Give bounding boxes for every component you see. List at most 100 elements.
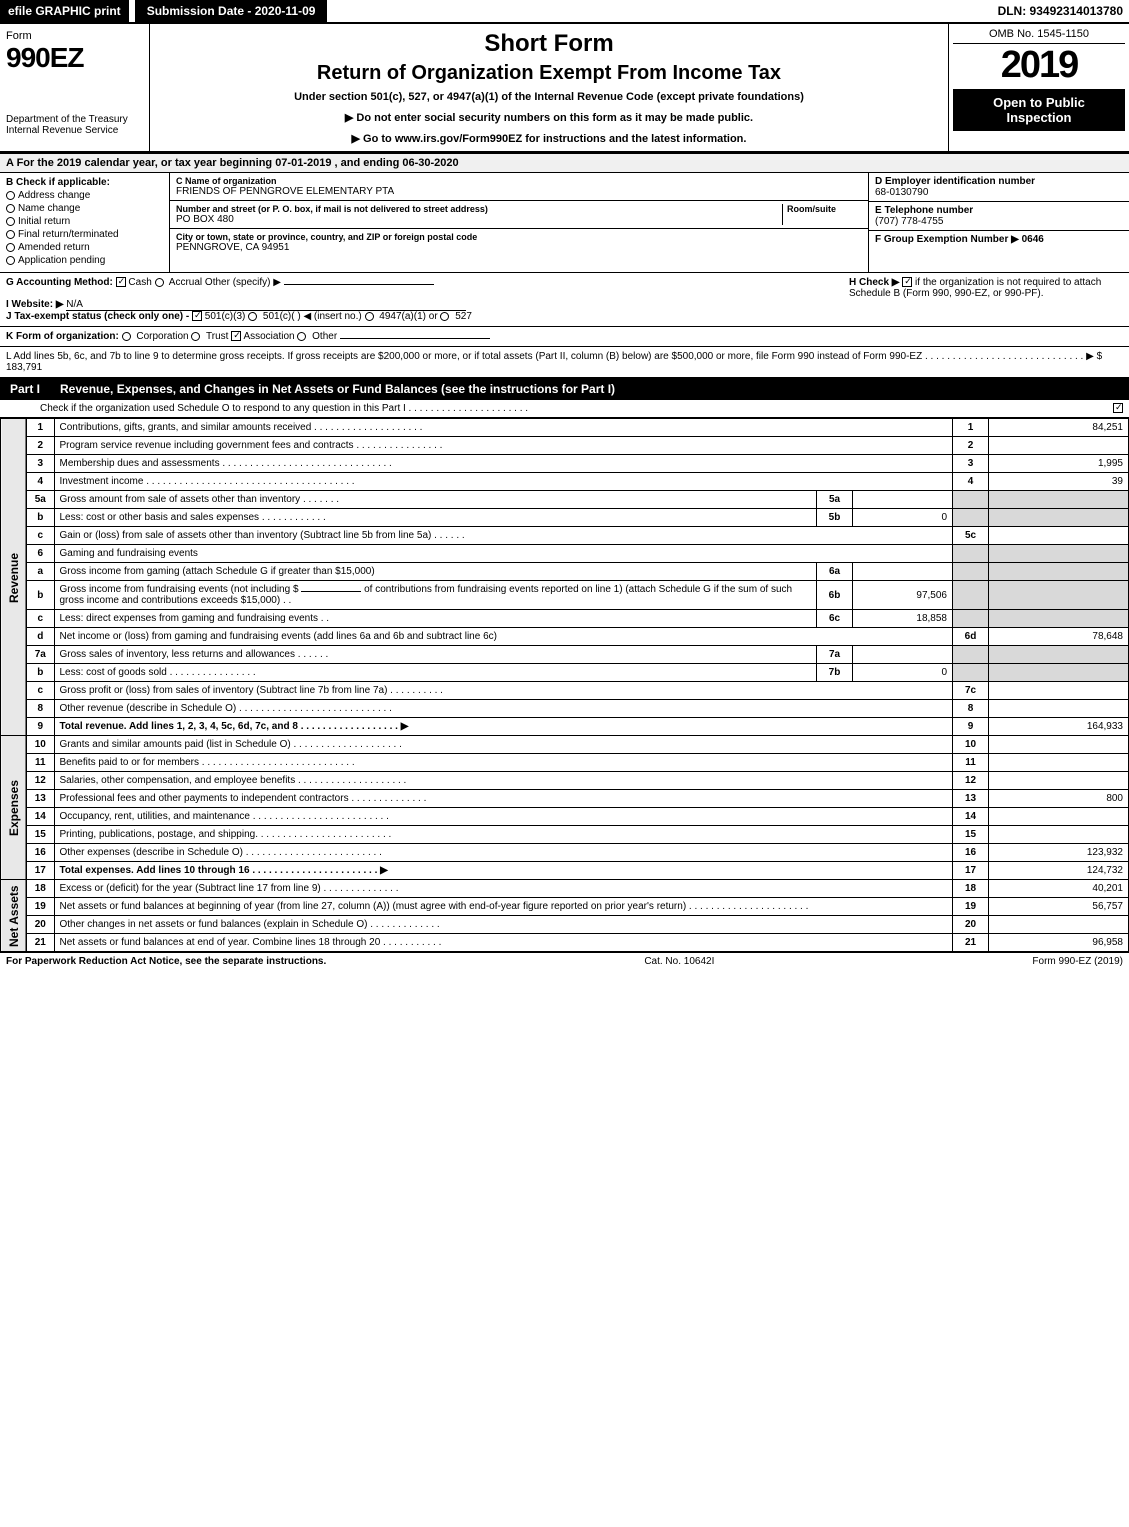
phone-label: E Telephone number <box>875 205 1123 216</box>
address-change-checkbox[interactable] <box>6 191 15 200</box>
line-5a-desc: Gross amount from sale of assets other t… <box>54 491 817 509</box>
accrual-label: Accrual <box>169 277 202 288</box>
part-1-subtitle: Check if the organization used Schedule … <box>0 400 1129 418</box>
open-public-badge: Open to Public Inspection <box>953 89 1125 131</box>
identification-col: D Employer identification number 68-0130… <box>869 173 1129 272</box>
paperwork-notice: For Paperwork Reduction Act Notice, see … <box>6 956 326 967</box>
trust-checkbox[interactable] <box>191 332 200 341</box>
line-15-desc: Printing, publications, postage, and shi… <box>54 826 953 844</box>
4947-label: 4947(a)(1) or <box>379 311 437 322</box>
net-assets-section-label: Net Assets <box>1 880 27 952</box>
line-1-col: 1 <box>953 419 989 437</box>
other-org-checkbox[interactable] <box>297 332 306 341</box>
form-number: 990EZ <box>6 42 143 74</box>
schedule-b-checkbox[interactable] <box>902 277 912 287</box>
line-6b-desc: Gross income from fundraising events (no… <box>54 581 817 610</box>
part-1-title: Revenue, Expenses, and Changes in Net As… <box>50 378 1129 400</box>
goto-link[interactable]: ▶ Go to www.irs.gov/Form990EZ for instru… <box>160 132 938 145</box>
check-if-applicable-col: B Check if applicable: Address change Na… <box>0 173 170 272</box>
initial-return-label: Initial return <box>18 216 70 227</box>
tax-year: 2019 <box>953 44 1125 87</box>
line-17-amount: 124,732 <box>989 862 1129 880</box>
top-bar: efile GRAPHIC print Submission Date - 20… <box>0 0 1129 24</box>
line-5a-val <box>853 491 953 509</box>
part-1-table: Revenue 1 Contributions, gifts, grants, … <box>0 418 1129 952</box>
line-6c-desc: Less: direct expenses from gaming and fu… <box>54 610 817 628</box>
association-checkbox[interactable] <box>231 331 241 341</box>
accounting-method-row: G Accounting Method: Cash Accrual Other … <box>0 273 1129 327</box>
i-label: I Website: ▶ <box>6 299 64 310</box>
line-16-amount: 123,932 <box>989 844 1129 862</box>
line-20-desc: Other changes in net assets or fund bala… <box>54 916 953 934</box>
page-footer: For Paperwork Reduction Act Notice, see … <box>0 952 1129 970</box>
j-label: J Tax-exempt status (check only one) - <box>6 311 189 322</box>
line-16-desc: Other expenses (describe in Schedule O) … <box>54 844 953 862</box>
application-pending-label: Application pending <box>18 255 105 266</box>
schedule-o-check-text: Check if the organization used Schedule … <box>40 403 528 414</box>
cash-label: Cash <box>128 277 151 288</box>
application-pending-checkbox[interactable] <box>6 256 15 265</box>
omb-number: OMB No. 1545-1150 <box>953 28 1125 44</box>
part-1-header: Part I Revenue, Expenses, and Changes in… <box>0 378 1129 400</box>
line-1-no: 1 <box>26 419 54 437</box>
line-2-amount <box>989 437 1129 455</box>
gross-receipts-row: L Add lines 5b, 6c, and 7b to line 9 to … <box>0 347 1129 378</box>
line-7a-val <box>853 646 953 664</box>
501c-label: 501(c)( ) ◀ (insert no.) <box>263 311 362 322</box>
line-21-amount: 96,958 <box>989 934 1129 952</box>
corporation-checkbox[interactable] <box>122 332 131 341</box>
amended-return-checkbox[interactable] <box>6 243 15 252</box>
initial-return-checkbox[interactable] <box>6 217 15 226</box>
line-7a-desc: Gross sales of inventory, less returns a… <box>54 646 817 664</box>
line-4-amount: 39 <box>989 473 1129 491</box>
final-return-label: Final return/terminated <box>18 229 119 240</box>
form-revision: Form 990-EZ (2019) <box>1032 956 1123 967</box>
line-6d-desc: Net income or (loss) from gaming and fun… <box>54 628 953 646</box>
corporation-label: Corporation <box>136 331 188 342</box>
other-method-input[interactable] <box>284 284 434 285</box>
org-name-label: C Name of organization <box>176 176 862 186</box>
other-org-label: Other <box>312 331 337 342</box>
amended-return-label: Amended return <box>18 242 90 253</box>
line-18-amount: 40,201 <box>989 880 1129 898</box>
line-3-desc: Membership dues and assessments . . . . … <box>54 455 953 473</box>
name-change-checkbox[interactable] <box>6 204 15 213</box>
l-text: L Add lines 5b, 6c, and 7b to line 9 to … <box>6 351 1102 373</box>
short-form-title: Short Form <box>160 30 938 58</box>
trust-label: Trust <box>206 331 228 342</box>
line-10-desc: Grants and similar amounts paid (list in… <box>54 736 953 754</box>
room-suite-label: Room/suite <box>787 204 862 214</box>
street-label: Number and street (or P. O. box, if mail… <box>176 204 782 214</box>
4947-checkbox[interactable] <box>365 312 374 321</box>
accrual-checkbox[interactable] <box>155 278 164 287</box>
line-9-amount: 164,933 <box>989 718 1129 736</box>
return-title: Return of Organization Exempt From Incom… <box>160 62 938 85</box>
group-exemption-label: F Group Exemption Number ▶ 0646 <box>875 234 1123 245</box>
other-org-input[interactable] <box>340 338 490 339</box>
line-13-desc: Professional fees and other payments to … <box>54 790 953 808</box>
entity-block: B Check if applicable: Address change Na… <box>0 173 1129 273</box>
501c-checkbox[interactable] <box>248 312 257 321</box>
line-6c-val: 18,858 <box>853 610 953 628</box>
line-1-amount: 84,251 <box>989 419 1129 437</box>
line-12-desc: Salaries, other compensation, and employ… <box>54 772 953 790</box>
final-return-checkbox[interactable] <box>6 230 15 239</box>
cash-checkbox[interactable] <box>116 277 126 287</box>
association-label: Association <box>243 331 294 342</box>
city-value: PENNGROVE, CA 94951 <box>176 242 862 253</box>
under-section-text: Under section 501(c), 527, or 4947(a)(1)… <box>160 91 938 103</box>
phone-value: (707) 778-4755 <box>875 216 1123 227</box>
501c3-checkbox[interactable] <box>192 311 202 321</box>
website-value: N/A <box>66 299 466 311</box>
part-1-number: Part I <box>0 378 50 400</box>
ein-label: D Employer identification number <box>875 176 1123 187</box>
efile-print-label[interactable]: efile GRAPHIC print <box>0 0 129 22</box>
catalog-number: Cat. No. 10642I <box>326 956 1032 967</box>
line-19-desc: Net assets or fund balances at beginning… <box>54 898 953 916</box>
schedule-o-checkbox[interactable] <box>1113 403 1123 413</box>
year-box: OMB No. 1545-1150 2019 Open to Public In… <box>949 24 1129 151</box>
form-title-box: Short Form Return of Organization Exempt… <box>150 24 949 151</box>
revenue-section-label: Revenue <box>1 419 27 736</box>
527-checkbox[interactable] <box>440 312 449 321</box>
line-19-amount: 56,757 <box>989 898 1129 916</box>
